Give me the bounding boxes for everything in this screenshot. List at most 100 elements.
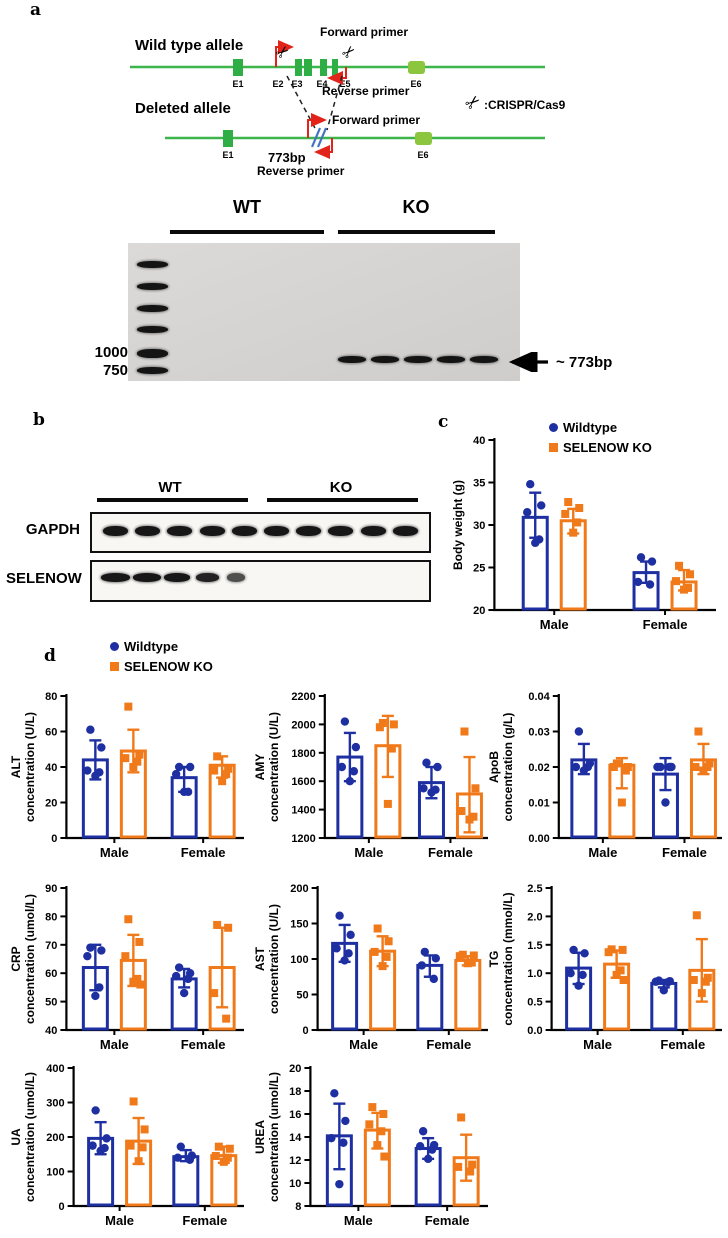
svg-text:2000: 2000 — [291, 719, 315, 731]
svg-text:0.04: 0.04 — [528, 691, 550, 703]
exon-e3 — [304, 59, 312, 76]
svg-text:Male: Male — [583, 1037, 612, 1052]
svg-text:Male: Male — [100, 845, 129, 860]
band — [231, 526, 257, 536]
svg-text:300: 300 — [46, 1098, 64, 1110]
svg-text:40: 40 — [473, 435, 485, 447]
svg-text:Female: Female — [643, 617, 688, 632]
gel-marker-1000: 1000 — [94, 344, 128, 361]
exon-e1-label: E1 — [232, 79, 243, 89]
svg-text:1800: 1800 — [291, 748, 315, 760]
svg-text:80: 80 — [45, 911, 57, 923]
svg-text:concentration (umol/L): concentration (umol/L) — [23, 894, 37, 1024]
panel-b-label: b — [33, 410, 45, 430]
svg-text:1400: 1400 — [291, 805, 315, 817]
band — [195, 573, 219, 582]
svg-text:0.00: 0.00 — [528, 833, 549, 845]
svg-text:concentration (U/L): concentration (U/L) — [267, 712, 281, 822]
band — [103, 526, 128, 536]
band — [371, 356, 399, 363]
svg-text:35: 35 — [473, 478, 485, 490]
wt-reverse-primer-arrow — [327, 67, 347, 85]
svg-text:Male: Male — [349, 1037, 378, 1052]
chart-apob: 0.00 0.01 0.02 0.03 0.04 ApoB concentration (g… — [486, 684, 728, 868]
band — [360, 526, 386, 536]
deletion-dash-right — [326, 75, 343, 131]
svg-text:150: 150 — [290, 919, 308, 931]
band — [137, 261, 168, 268]
ko-square-icon — [104, 661, 124, 671]
blot-strip-gapdh — [90, 512, 431, 553]
svg-text:Female: Female — [426, 1037, 471, 1052]
svg-text:50: 50 — [45, 997, 57, 1009]
blot-wt-underline — [97, 498, 248, 502]
svg-text:1600: 1600 — [291, 776, 315, 788]
svg-text:concentration (mmol/L): concentration (mmol/L) — [501, 892, 515, 1025]
svg-text:Body weight (g): Body weight (g) — [451, 480, 465, 570]
svg-text:0.5: 0.5 — [527, 997, 542, 1009]
svg-text:20: 20 — [45, 798, 57, 810]
band — [338, 356, 366, 363]
blot-strip-selenow — [90, 560, 431, 602]
blot-row-label-gapdh: GAPDH — [25, 521, 80, 538]
gel-image — [128, 243, 520, 381]
svg-text:100: 100 — [290, 954, 308, 966]
svg-text:14: 14 — [289, 1132, 302, 1144]
svg-text:0.01: 0.01 — [528, 798, 549, 810]
svg-text:25: 25 — [473, 563, 485, 575]
blot-ko-underline — [267, 498, 418, 502]
gel-band-annotation: ~ 773bp — [556, 354, 613, 371]
band — [101, 573, 130, 582]
chart-crp: 40 50 60 70 80 90 CRP concentration (umol/L) Mal… — [8, 876, 250, 1060]
svg-text:Male: Male — [354, 845, 383, 860]
band — [227, 573, 245, 582]
panel-a-label: a — [30, 0, 42, 20]
chart-urea: 8 10 12 14 16 18 20 UREA concentration (umol/L) M… — [252, 1056, 494, 1236]
chart-ast: 0 50 100 150 200 AST concentration (U/L) Male Fe… — [252, 876, 494, 1060]
svg-text:AMY: AMY — [253, 754, 267, 781]
legend-item-selenow-ko: SELENOW KO — [104, 656, 213, 676]
exon-e5-label: E5 — [339, 79, 350, 89]
chart-alt: 0 20 40 60 80 ALT concentration (U/L) Male Femal… — [8, 684, 250, 868]
svg-text:0.02: 0.02 — [528, 762, 549, 774]
size-773bp-label: 773bp — [268, 150, 306, 165]
svg-text:0: 0 — [51, 833, 57, 845]
band — [137, 349, 168, 358]
exon-e2-label: E2 — [272, 79, 283, 89]
band — [470, 356, 498, 363]
svg-text:12: 12 — [289, 1155, 301, 1167]
band — [132, 573, 161, 582]
legend-item-wildtype: Wildtype — [104, 636, 213, 656]
svg-text:Female: Female — [428, 845, 473, 860]
svg-text:Female: Female — [660, 1037, 705, 1052]
deleted-forward-primer-arrow — [307, 113, 327, 138]
reverse-primer-label-2: Reverse primer — [257, 164, 345, 178]
svg-text:Female: Female — [662, 845, 707, 860]
gel-wt-group-label: WT — [233, 197, 261, 217]
blot-row-label-selenow: SELENOW — [6, 570, 82, 587]
svg-text:0: 0 — [58, 1201, 64, 1213]
svg-text:0.0: 0.0 — [527, 1025, 542, 1037]
deleted-reverse-primer-arrow — [314, 138, 333, 159]
svg-text:Female: Female — [181, 1037, 226, 1052]
svg-text:Male: Male — [540, 617, 569, 632]
svg-text:concentration (U/L): concentration (U/L) — [23, 712, 37, 822]
svg-text:Female: Female — [181, 845, 226, 860]
chart-ua: 0 100 200 300 400 UA concentration (umol/L) Mal… — [8, 1056, 250, 1236]
gel-wt-underline — [170, 230, 324, 234]
svg-text:400: 400 — [46, 1063, 64, 1075]
exon-e6-label: E6 — [410, 79, 421, 89]
svg-text:70: 70 — [45, 940, 57, 952]
exon-e5 — [332, 59, 338, 76]
chart-tg: 0.0 0.5 1.0 1.5 2.0 2.5 TG concentration (mmol/… — [486, 876, 728, 1060]
svg-text:1.5: 1.5 — [527, 940, 542, 952]
gene-diagram: Wild type allele E1 E2 E3 E4 E5 E6 Forwa… — [130, 25, 566, 178]
blot-ko-group-label: KO — [329, 479, 353, 496]
band — [404, 356, 432, 363]
exon-e3-label: E3 — [291, 79, 302, 89]
svg-text:200: 200 — [46, 1132, 64, 1144]
svg-text:TG: TG — [487, 951, 501, 968]
band — [199, 526, 225, 536]
band — [296, 526, 322, 536]
svg-text:0.03: 0.03 — [528, 727, 549, 739]
